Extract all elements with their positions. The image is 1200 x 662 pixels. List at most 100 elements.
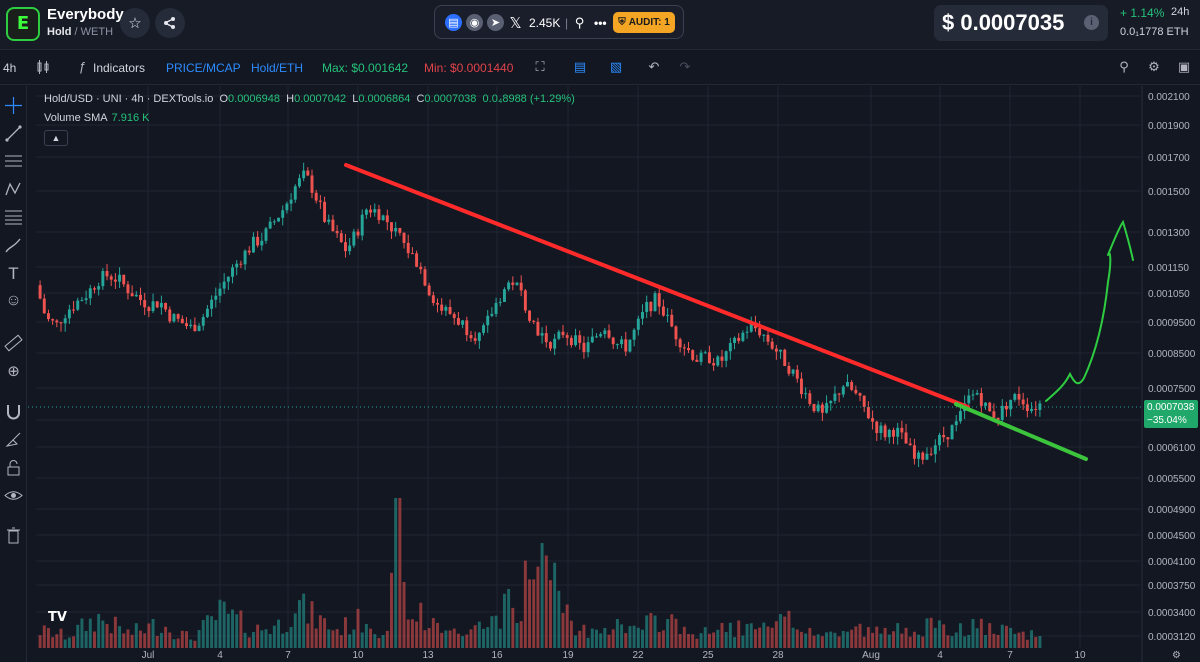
ruler-icon[interactable] (4, 334, 23, 353)
undo-icon[interactable]: ↶ (648, 59, 660, 74)
volume-bar (795, 629, 799, 648)
candle-body (185, 323, 188, 327)
candle-body (88, 288, 92, 299)
bar-chart-icon[interactable]: ▤ (573, 59, 587, 74)
tradingview-logo[interactable]: TV (48, 610, 67, 625)
legend-collapse-button[interactable]: ▲ (44, 130, 68, 146)
screenshot-camera-icon[interactable]: ▣ (1177, 59, 1191, 74)
star-icon: ☆ (128, 15, 142, 32)
brush-tool-icon[interactable] (4, 236, 23, 255)
website-globe-icon[interactable]: ◉ (466, 14, 483, 31)
text-tool-icon[interactable]: T (8, 264, 19, 283)
settings-gear-icon[interactable]: ⚙ (1148, 59, 1160, 74)
price-mcap-toggle[interactable]: PRICE/MCAP (166, 61, 241, 75)
token-logo[interactable]: E (6, 7, 40, 41)
more-options-icon[interactable]: ••• (594, 16, 607, 30)
candle-body (620, 339, 624, 345)
candle-type-icon[interactable] (35, 59, 51, 75)
volume-bar (866, 627, 870, 648)
candle-body (331, 219, 335, 231)
emoji-tool-icon[interactable]: ☺ (5, 292, 22, 309)
volume-bar (272, 625, 276, 648)
volume-bar (185, 631, 188, 648)
trendline-tool-icon[interactable] (4, 124, 23, 143)
candle-body (519, 282, 523, 291)
x-twitter-icon[interactable]: 𝕏 (509, 14, 522, 32)
candle-body (858, 393, 862, 396)
pattern-tool-icon[interactable] (4, 180, 23, 199)
lock-drawing-icon[interactable] (4, 430, 23, 449)
candle-body (904, 432, 908, 444)
trash-icon[interactable] (4, 526, 23, 545)
candle-body (318, 200, 322, 202)
horizontal-lines-icon[interactable] (4, 152, 23, 171)
volume-bar (829, 631, 833, 648)
candle-body (569, 337, 573, 346)
candle-body (260, 240, 264, 246)
candle-body (285, 203, 289, 211)
time-tick-label: 16 (491, 650, 503, 661)
indicators-icon[interactable]: ƒ (78, 59, 86, 74)
candle-body (293, 186, 297, 200)
volume-bar (139, 630, 142, 648)
volume-legend: Volume SMA 7.916 K (44, 112, 150, 124)
volume-bar (841, 630, 845, 648)
volume-bar (364, 623, 368, 648)
candle-body (486, 315, 490, 326)
compare-chart-icon[interactable]: ▧ (609, 59, 623, 74)
price-chart[interactable]: 0.002100 0.001900 0.001700 0.001500 0.001300… (28, 86, 1200, 662)
candle-body (666, 314, 670, 316)
volume-bar (214, 620, 218, 648)
candle-body (302, 170, 306, 179)
volume-bar (900, 633, 904, 648)
redo-icon[interactable]: ↷ (679, 59, 691, 74)
candle-body (344, 242, 347, 252)
volume-bar (641, 629, 644, 648)
candle-body (176, 314, 180, 319)
magnet-icon[interactable] (4, 402, 23, 421)
volume-bar (235, 614, 239, 648)
pair-toggle[interactable]: Hold/ETH (251, 61, 304, 75)
fib-tool-icon[interactable] (4, 208, 23, 227)
eye-icon[interactable] (4, 486, 23, 505)
fullscreen-icon[interactable]: ⛶ (535, 59, 545, 74)
telegram-icon[interactable]: ➤ (487, 14, 504, 31)
candle-body (126, 284, 130, 294)
crosshair-icon[interactable] (4, 96, 23, 115)
indicators-button[interactable]: Indicators (93, 61, 146, 75)
volume-bar (741, 635, 745, 648)
volume-bar (260, 630, 264, 648)
candle-body (398, 228, 402, 233)
volume-bar (703, 627, 707, 648)
volume-bar (904, 627, 908, 648)
volume-bar (461, 636, 465, 648)
candle-body (967, 395, 971, 404)
info-icon[interactable]: i (1084, 15, 1099, 30)
candle-body (507, 282, 511, 290)
candle-body (189, 324, 193, 327)
candle-body (687, 348, 690, 351)
volume-bar (419, 602, 423, 648)
zoom-in-icon[interactable]: ⊕ (7, 363, 20, 380)
favorite-button[interactable]: ☆ (120, 8, 150, 38)
search-icon[interactable]: ⚲ (574, 14, 585, 30)
candle-body (272, 221, 276, 223)
candle-body (385, 215, 389, 223)
volume-bar (557, 590, 561, 648)
volume-bar (837, 636, 841, 648)
lock-icon[interactable] (4, 458, 23, 477)
share-button[interactable] (155, 8, 185, 38)
timeframe-selector[interactable]: 4h (3, 61, 17, 75)
candle-body (511, 282, 515, 285)
audit-badge[interactable]: ⛨ AUDIT: 1 (613, 12, 675, 33)
volume-bar (712, 632, 716, 648)
volume-bar (687, 633, 690, 648)
volume-bar (590, 628, 594, 648)
candle-body (218, 288, 222, 296)
zoom-search-icon[interactable]: ⚲ (1119, 59, 1129, 74)
volume-bar (728, 622, 732, 648)
chart-stats-icon[interactable]: ▤ (445, 14, 462, 31)
volume-bar (436, 622, 439, 648)
candle-body (766, 334, 770, 342)
volume-bar (222, 601, 226, 648)
